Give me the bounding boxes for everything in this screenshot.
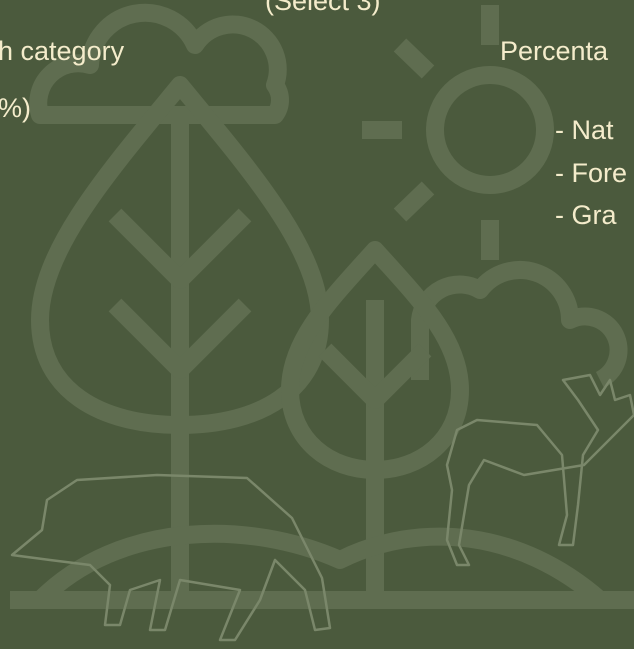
column-heading: h category [0,36,125,66]
column-heading: Percenta [500,36,609,66]
list-item: - Nat [555,115,614,145]
column-text: %) [0,93,31,123]
selection-note: (Select 3) [265,0,381,16]
list-item: - Fore [555,158,628,188]
list-item: - Gra [555,200,617,230]
